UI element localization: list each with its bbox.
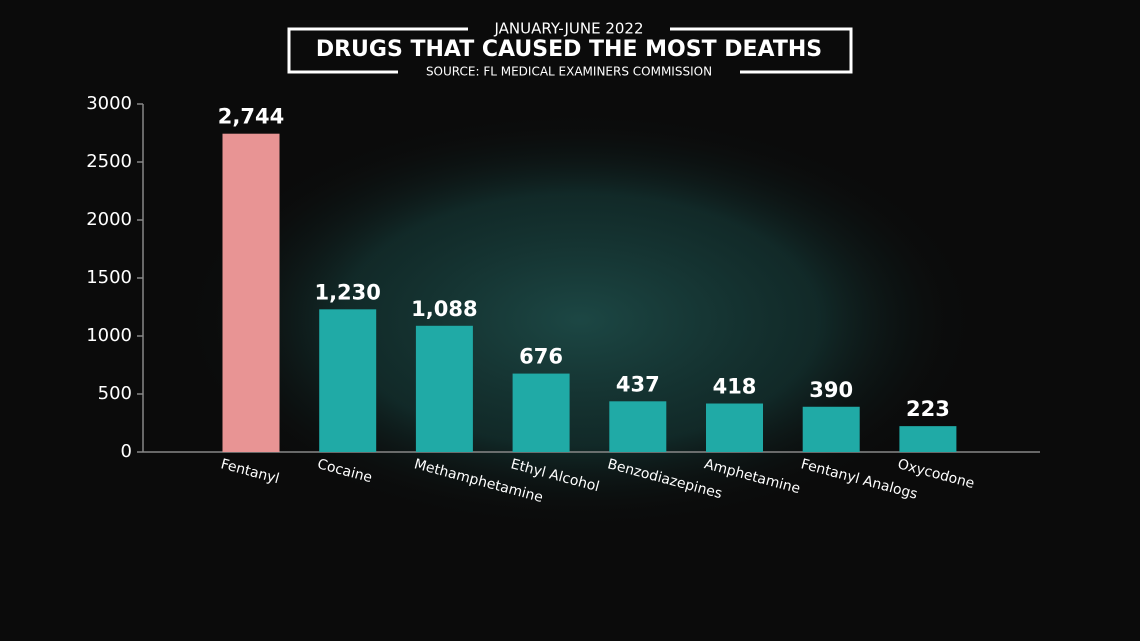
bar: [609, 401, 667, 452]
background-glow: [180, 110, 980, 530]
bar: [802, 406, 860, 452]
y-tick-label: 3000: [86, 93, 132, 114]
subtitle: JANUARY-JUNE 2022: [493, 20, 643, 38]
value-label: 2,744: [218, 105, 284, 129]
y-tick-label: 1000: [86, 325, 132, 346]
bar: [319, 309, 377, 452]
value-label: 1,088: [411, 297, 477, 321]
value-label: 418: [713, 375, 757, 399]
value-label: 1,230: [314, 280, 380, 304]
value-label: 223: [906, 397, 950, 421]
bar: [415, 325, 473, 452]
bar: [222, 133, 280, 453]
y-tick-label: 1500: [86, 267, 132, 288]
chart-title: DRUGS THAT CAUSED THE MOST DEATHS: [316, 37, 822, 62]
value-label: 390: [809, 378, 853, 402]
value-label: 676: [519, 345, 563, 369]
y-tick-label: 500: [98, 383, 132, 404]
y-tick-label: 2500: [86, 151, 132, 172]
bar: [706, 403, 763, 452]
y-tick-label: 0: [121, 441, 132, 462]
bar: [512, 373, 570, 452]
source: SOURCE: FL MEDICAL EXAMINERS COMMISSION: [426, 65, 712, 79]
value-label: 437: [616, 372, 660, 396]
bar: [899, 426, 957, 452]
y-tick-label: 2000: [86, 209, 132, 230]
source-backdrop: [398, 64, 740, 80]
subtitle-backdrop: [468, 20, 670, 38]
